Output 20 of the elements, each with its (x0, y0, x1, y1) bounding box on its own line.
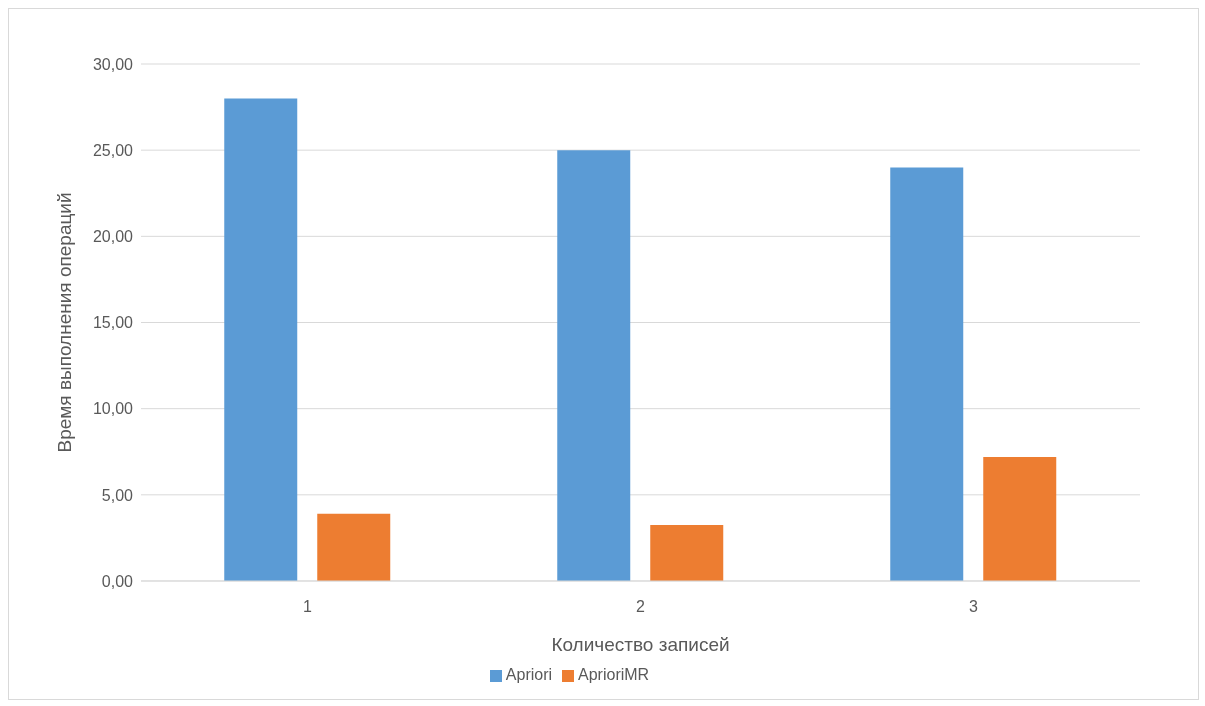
bar (983, 456, 1057, 581)
bar (890, 167, 964, 581)
y-tick-label: 20,00 (92, 228, 134, 246)
bar (224, 98, 298, 581)
y-tick-label: 5,00 (101, 486, 134, 504)
y-tick-label: 30,00 (92, 55, 134, 73)
y-tick-label: 25,00 (92, 141, 134, 159)
x-tick-label: 3 (969, 598, 979, 616)
x-axis-title: Количество записей (551, 634, 730, 655)
legend-label: AprioriMR (578, 666, 650, 683)
y-tick-label: 15,00 (92, 314, 134, 332)
legend-label: Apriori (505, 666, 553, 683)
x-tick-label: 2 (636, 598, 646, 616)
bar (557, 150, 631, 581)
y-tick-label: 10,00 (92, 400, 134, 418)
y-tick-label: 0,00 (101, 572, 134, 590)
y-axis-title: Время выполнения операций (53, 192, 75, 453)
x-tick-label: 1 (303, 598, 313, 616)
bar (317, 513, 391, 581)
bar (650, 524, 724, 581)
